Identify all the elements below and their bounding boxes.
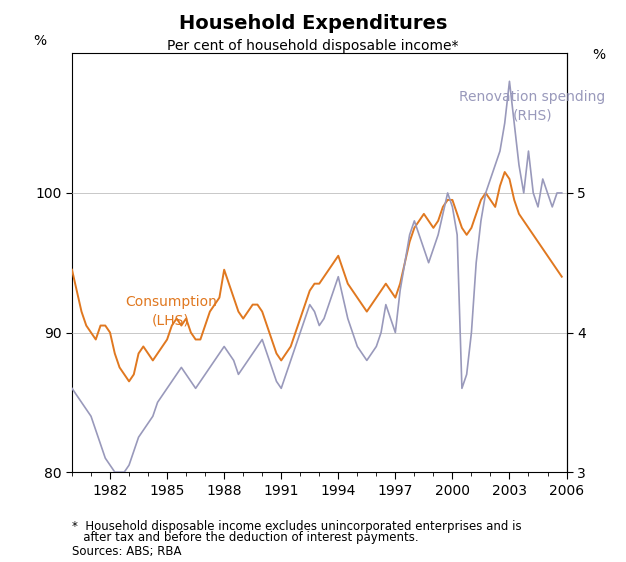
- Text: Consumption
(LHS): Consumption (LHS): [125, 296, 217, 328]
- Text: Per cent of household disposable income*: Per cent of household disposable income*: [167, 39, 459, 53]
- Text: *  Household disposable income excludes unincorporated enterprises and is: * Household disposable income excludes u…: [72, 520, 521, 533]
- Y-axis label: %: %: [33, 34, 46, 48]
- Text: Sources: ABS; RBA: Sources: ABS; RBA: [72, 545, 182, 558]
- Text: Household Expenditures: Household Expenditures: [179, 14, 447, 33]
- Y-axis label: %: %: [592, 48, 605, 62]
- Text: Renovation spending
(RHS): Renovation spending (RHS): [459, 90, 605, 123]
- Text: after tax and before the deduction of interest payments.: after tax and before the deduction of in…: [72, 531, 419, 544]
